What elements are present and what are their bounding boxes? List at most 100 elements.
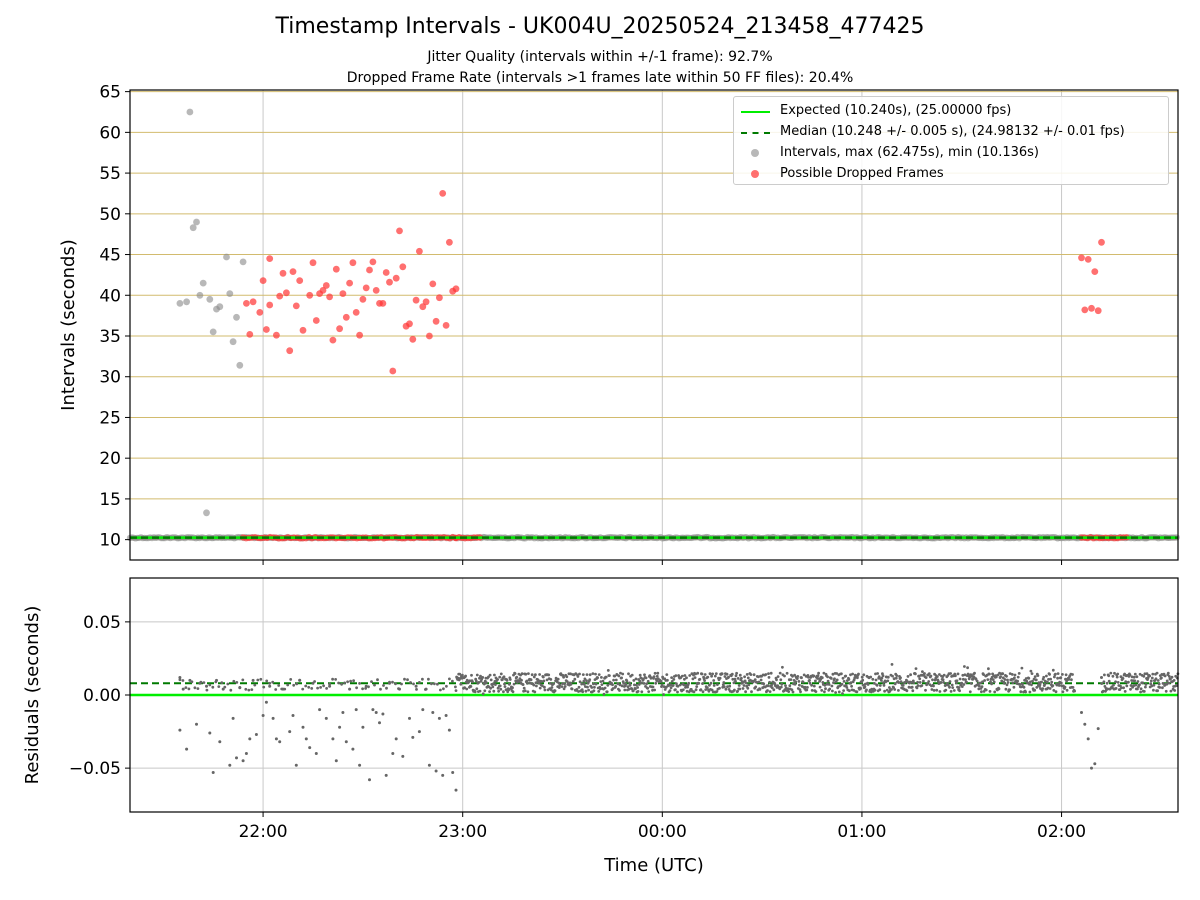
residual-point (1113, 671, 1116, 675)
residual-point (627, 687, 631, 691)
dropped-frame-point (329, 336, 337, 344)
residual-point (1059, 676, 1063, 680)
top-plot-marks (126, 108, 1180, 542)
residual-point (448, 677, 451, 681)
residual-point (511, 686, 514, 690)
residual-point (847, 678, 851, 681)
residual-point (1000, 679, 1004, 683)
residual-point (964, 678, 967, 682)
residual-point (988, 672, 991, 676)
residual-point (1124, 680, 1128, 684)
residual-point (620, 676, 623, 680)
dropped-frame-point (419, 303, 427, 311)
residual-point (1138, 672, 1142, 676)
residual-point (447, 728, 451, 732)
interval-point (193, 218, 200, 226)
residual-point (733, 688, 736, 692)
residual-point (968, 690, 972, 694)
residual-point (638, 679, 642, 683)
bottom-y-tick-label: 0.00 (83, 686, 121, 706)
residual-point (897, 681, 901, 684)
residual-point (807, 675, 810, 679)
residual-point (1067, 678, 1071, 681)
residual-point (1046, 680, 1049, 684)
residual-point (931, 678, 934, 682)
residual-point (685, 689, 689, 693)
residual-point (1011, 681, 1015, 685)
residual-point (522, 686, 526, 690)
residual-point (373, 683, 376, 687)
residual-point (744, 681, 748, 685)
residual-point (669, 686, 673, 690)
residual-point (948, 680, 952, 683)
residual-point (1156, 689, 1159, 693)
residual-point (601, 679, 605, 683)
residual-point (489, 686, 492, 690)
residual-point (1086, 737, 1090, 741)
residual-point (683, 674, 687, 677)
residual-point (1080, 711, 1083, 714)
residual-point (187, 687, 191, 691)
residual-point (652, 675, 656, 678)
residual-point (875, 683, 879, 687)
x-tick-label: 00:00 (638, 822, 687, 842)
residual-point (805, 688, 809, 692)
residual-point (534, 673, 537, 677)
residual-point (918, 681, 922, 684)
residual-point (529, 678, 533, 682)
residual-point (344, 740, 348, 744)
residual-point (1158, 686, 1162, 689)
residual-point (810, 689, 814, 692)
residual-point (753, 678, 757, 681)
residual-point (950, 683, 954, 687)
residual-point (855, 690, 859, 694)
residual-point (223, 685, 227, 689)
residual-point (406, 678, 409, 682)
residual-point (640, 690, 644, 694)
residual-point (646, 679, 650, 683)
residual-point (261, 714, 265, 717)
residual-point (960, 685, 964, 688)
residual-point (944, 688, 948, 692)
residual-point (1003, 678, 1007, 681)
residual-point (588, 673, 592, 677)
residual-point (921, 670, 924, 673)
residual-point (193, 686, 197, 690)
residual-point (337, 681, 340, 685)
residual-point (622, 681, 626, 685)
residual-point (674, 688, 677, 691)
residual-point (1136, 680, 1140, 683)
residual-point (454, 689, 458, 692)
residual-point (747, 683, 751, 687)
residual-point (1165, 682, 1169, 686)
residual-point (354, 708, 358, 712)
residual-point (235, 756, 238, 760)
residual-point (594, 682, 598, 686)
residual-point (812, 674, 816, 678)
residual-point (1042, 675, 1046, 679)
residual-point (834, 691, 837, 694)
residual-point (507, 688, 511, 692)
residual-point (618, 683, 622, 687)
residual-point (565, 675, 569, 679)
residual-point (714, 672, 718, 675)
residual-point (670, 676, 673, 679)
residual-point (485, 681, 488, 684)
residual-point (271, 716, 275, 720)
residual-point (905, 689, 909, 693)
residual-point (583, 677, 587, 681)
residual-point (394, 682, 397, 686)
residual-point (886, 675, 890, 679)
residual-point (725, 672, 729, 676)
residual-point (1139, 687, 1143, 691)
residual-point (768, 690, 772, 693)
residual-point (195, 722, 198, 726)
residual-point (569, 682, 573, 686)
residual-point (734, 674, 738, 678)
residual-point (740, 676, 743, 680)
residual-point (949, 672, 952, 675)
residual-point (474, 679, 478, 683)
residual-point (1115, 675, 1119, 679)
residual-point (738, 687, 742, 691)
residual-point (910, 685, 914, 689)
